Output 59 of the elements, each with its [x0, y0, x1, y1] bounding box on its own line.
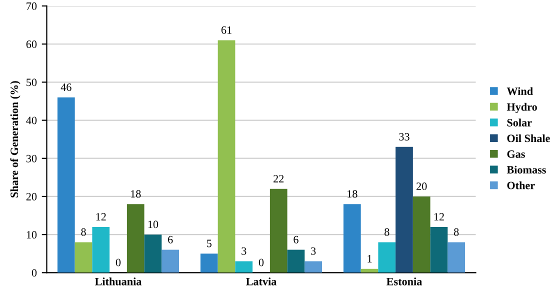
y-tick-label: 30 [26, 154, 37, 162]
bar [448, 242, 466, 273]
bar [92, 226, 110, 273]
y-tick-label: 10 [26, 231, 37, 239]
bar [287, 250, 305, 273]
x-tick-label: Estonia [386, 278, 422, 286]
bar [144, 234, 162, 273]
legend-label: Other [507, 181, 535, 190]
data-label: 10 [148, 220, 158, 228]
data-label: 3 [242, 247, 246, 255]
bar [270, 188, 288, 273]
bar [200, 254, 218, 273]
y-tick-label: 60 [26, 40, 37, 48]
legend-label: Oil Shale [507, 134, 550, 142]
data-label: 0 [116, 258, 121, 266]
data-label: 12 [434, 213, 444, 220]
data-label: 46 [60, 84, 72, 91]
bar [126, 204, 144, 273]
bar [57, 97, 75, 273]
data-label: 6 [294, 236, 298, 244]
bar [218, 40, 236, 273]
y-tick-label: 40 [26, 116, 37, 124]
data-label: 8 [454, 228, 459, 236]
data-label: 61 [221, 26, 232, 34]
data-label: 5 [207, 240, 212, 248]
x-tick-label: Latvia [246, 278, 277, 286]
bar [235, 261, 253, 273]
legend-label: Wind [506, 87, 533, 96]
y-axis-title: Share of Generation (%) [10, 81, 20, 198]
y-tick-label: 20 [26, 192, 37, 200]
data-label: 33 [399, 133, 410, 141]
bar [162, 250, 180, 273]
data-label: 6 [168, 236, 173, 244]
data-label: 3 [311, 247, 316, 255]
data-label: 1 [368, 254, 372, 262]
bar [343, 204, 361, 273]
y-tick-label: 70 [26, 2, 37, 10]
legend-label: Solar [507, 118, 532, 126]
data-label: 0 [258, 258, 264, 266]
bar [396, 146, 413, 273]
y-tick-label: 0 [32, 269, 37, 277]
data-label: 8 [81, 228, 86, 236]
data-label: 12 [96, 213, 106, 220]
legend-label: Hydro [506, 102, 537, 114]
x-tick-label: Lithuania [94, 278, 142, 286]
bar [430, 226, 448, 273]
legend-label: Biomass [506, 166, 546, 174]
data-label: 18 [131, 190, 141, 198]
legend-label: Gas [507, 150, 525, 158]
data-label: 22 [274, 174, 284, 182]
bar [304, 261, 322, 273]
data-label: 18 [348, 190, 358, 198]
data-label: 8 [384, 228, 390, 236]
bar [74, 242, 92, 273]
y-tick-label: 50 [26, 78, 37, 86]
bar [378, 242, 396, 273]
data-label: 20 [416, 182, 427, 190]
bar [360, 268, 378, 273]
bar [412, 196, 430, 273]
